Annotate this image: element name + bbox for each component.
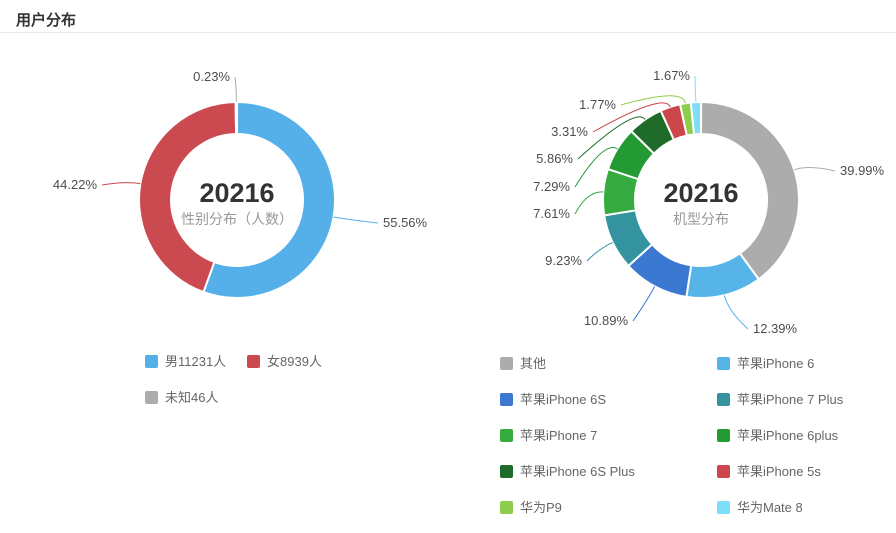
label-line-0-2 <box>234 76 237 103</box>
page-header: 用户分布 <box>0 0 896 33</box>
legend-item-label: 华为Mate 8 <box>737 500 803 515</box>
legend-color-swatch-icon <box>717 393 730 406</box>
legend-color-swatch-icon <box>717 357 730 370</box>
label-line-1-7 <box>592 102 671 133</box>
gender-donut-chart: 55.56% 44.22% 0.23% 20216 性别分布（人数） <box>53 69 428 299</box>
legend-item-label: 女8939人 <box>267 354 322 369</box>
label-line-1-2 <box>632 286 656 322</box>
pie-slice-1-9[interactable] <box>689 100 703 136</box>
legend-item-1-8[interactable]: 华为P9 <box>500 500 717 533</box>
legend-item-1-1[interactable]: 苹果iPhone 6 <box>717 356 843 392</box>
pie-slice-0-1[interactable] <box>138 101 238 294</box>
legend-item-label: 苹果iPhone 6S Plus <box>520 464 635 479</box>
legend-item-label: 其他 <box>520 356 547 371</box>
legend-color-swatch-icon <box>717 429 730 442</box>
slice-percent-label: 9.23% <box>545 253 582 268</box>
legend-item-label: 苹果iPhone 6S <box>520 392 606 407</box>
slice-percent-label: 1.67% <box>653 68 690 83</box>
legend-color-swatch-icon <box>500 465 513 478</box>
device-donut-chart: 39.99% 12.39% 10.89% 9.23% 7.61% 7.29% 5.86% 3.… <box>533 68 885 336</box>
label-line-1-4 <box>574 191 604 215</box>
legend-item-1-6[interactable]: 苹果iPhone 6S Plus <box>500 464 717 500</box>
label-line-1-6 <box>577 116 646 160</box>
legend-item-1-7[interactable]: 苹果iPhone 5s <box>717 464 843 500</box>
legend-color-swatch-icon <box>145 391 158 404</box>
legend-item-label: 华为P9 <box>520 500 562 515</box>
legend-color-swatch-icon <box>247 355 260 368</box>
slice-percent-label: 7.61% <box>533 206 570 221</box>
legend-item-label: 苹果iPhone 6 <box>737 356 815 371</box>
gender-legend: 男11231人 女8939人未知46人 <box>145 354 322 426</box>
slice-percent-label: 7.29% <box>533 179 570 194</box>
label-line-1-9 <box>694 75 697 103</box>
legend-color-swatch-icon <box>500 357 513 370</box>
donut-center-title: 机型分布 <box>673 211 729 227</box>
legend-item-label: 苹果iPhone 5s <box>737 464 821 479</box>
legend-item-1-5[interactable]: 苹果iPhone 6plus <box>717 428 843 464</box>
label-line-1-8 <box>620 95 686 106</box>
slice-percent-label: 39.99% <box>840 163 885 178</box>
legend-color-swatch-icon <box>717 501 730 514</box>
donut-center-value: 20216 <box>663 178 738 208</box>
label-line-1-3 <box>586 241 613 262</box>
legend-item-label: 苹果iPhone 7 <box>520 428 598 443</box>
legend-item-label: 男11231人 <box>165 354 227 369</box>
legend-color-swatch-icon <box>500 393 513 406</box>
slice-percent-label: 3.31% <box>551 124 588 139</box>
legend-color-swatch-icon <box>500 501 513 514</box>
legend-item-1-0[interactable]: 其他 <box>500 356 717 392</box>
legend-item-1-9[interactable]: 华为Mate 8 <box>717 500 843 533</box>
legend-item-1-2[interactable]: 苹果iPhone 6S <box>500 392 717 428</box>
page-title: 用户分布 <box>16 12 77 29</box>
slice-percent-label: 12.39% <box>753 321 798 336</box>
label-line-0-0 <box>333 216 379 224</box>
slice-percent-label: 10.89% <box>584 313 629 328</box>
legend-color-swatch-icon <box>500 429 513 442</box>
legend-item-label: 未知46人 <box>165 390 219 405</box>
slice-percent-label: 44.22% <box>53 177 98 192</box>
legend-item-1-3[interactable]: 苹果iPhone 7 Plus <box>717 392 843 428</box>
donut-center-value: 20216 <box>199 178 274 208</box>
pie-slice-1-0[interactable] <box>700 101 800 281</box>
legend-item-0-1[interactable]: 女8939人 <box>247 354 322 390</box>
pie-slice-0-2[interactable] <box>234 100 239 136</box>
device-legend: 其他 苹果iPhone 6 苹果iPhone 6S 苹果iPhone 7 Plus 苹果… <box>500 356 843 533</box>
label-line-1-0 <box>794 167 836 172</box>
label-line-1-5 <box>574 147 618 188</box>
legend-item-0-0[interactable]: 男11231人 <box>145 354 247 390</box>
legend-item-label: 苹果iPhone 6plus <box>737 428 839 443</box>
legend-item-1-4[interactable]: 苹果iPhone 7 <box>500 428 717 464</box>
slice-percent-label: 0.23% <box>193 69 230 84</box>
label-line-1-1 <box>723 295 749 330</box>
legend-color-swatch-icon <box>717 465 730 478</box>
legend-item-label: 苹果iPhone 7 Plus <box>737 392 844 407</box>
pie-slice-0-0[interactable] <box>202 101 337 299</box>
slice-percent-label: 55.56% <box>383 215 428 230</box>
label-line-0-1 <box>101 182 141 186</box>
donut-center-title: 性别分布（人数） <box>181 211 293 227</box>
legend-color-swatch-icon <box>145 355 158 368</box>
slice-percent-label: 5.86% <box>536 151 573 166</box>
slice-percent-label: 1.77% <box>579 97 616 112</box>
legend-item-0-2[interactable]: 未知46人 <box>145 390 247 426</box>
